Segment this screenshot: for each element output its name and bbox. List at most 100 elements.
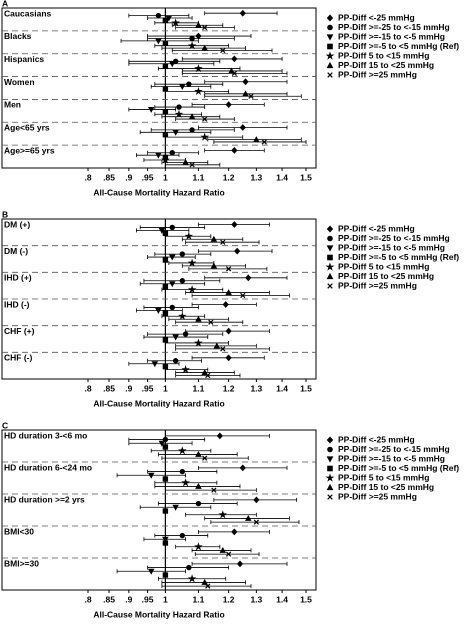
legend-label: PP-Diff 15 to <25 mmHg — [338, 271, 434, 281]
group-label: HD duration 3-<6 mo — [4, 430, 87, 440]
marker — [189, 162, 195, 168]
marker — [187, 41, 197, 50]
plot-frame — [1, 7, 317, 169]
marker — [205, 583, 211, 589]
group-label: HD duration 6-<24 mo — [4, 462, 92, 472]
marker — [231, 528, 238, 536]
marker — [327, 72, 333, 78]
marker — [222, 301, 229, 308]
x-tick-label: .8 — [84, 383, 91, 393]
x-tick-label: .85 — [103, 383, 115, 393]
marker — [231, 70, 237, 76]
x-tick-label: 1.3 — [250, 383, 262, 393]
marker — [162, 508, 169, 514]
plot-frame — [1, 429, 317, 591]
marker — [245, 274, 252, 282]
x-tick-label: 1 — [163, 172, 168, 182]
marker — [325, 51, 335, 60]
group-label: Hispanics — [4, 54, 44, 64]
marker — [220, 47, 226, 54]
marker — [161, 155, 170, 164]
x-tick-label: .85 — [103, 594, 115, 604]
error-bar — [175, 320, 244, 325]
legend-label: PP-Diff >=-15 to <-5 mmHg — [338, 242, 445, 252]
marker — [187, 285, 197, 294]
marker — [179, 251, 186, 257]
x-tick-label: 1 — [163, 383, 168, 393]
x-tick-label: .9 — [125, 594, 132, 604]
marker — [162, 540, 169, 546]
marker — [174, 109, 184, 118]
marker — [326, 436, 334, 444]
marker — [182, 158, 189, 165]
legend-label: PP-Diff >=25 mmHg — [338, 491, 417, 501]
x-tick-label: 1.1 — [193, 594, 205, 604]
marker — [242, 90, 249, 97]
error-bar — [191, 293, 290, 298]
x-tick-label: 1 — [163, 594, 168, 604]
marker — [187, 258, 197, 267]
legend-label: PP-Diff <-25 mmHg — [338, 223, 415, 233]
marker — [218, 510, 228, 519]
marker — [181, 365, 190, 374]
error-bar — [204, 94, 302, 99]
error-bar — [213, 139, 307, 144]
x-tick-label: .9 — [125, 172, 132, 182]
legend-label: PP-Diff <-25 mmHg — [338, 12, 415, 22]
x-tick-label: 1.5 — [300, 383, 312, 393]
marker — [195, 315, 202, 322]
x-tick-label: .95 — [142, 172, 154, 182]
marker — [326, 34, 334, 41]
marker — [327, 235, 333, 242]
marker — [179, 468, 186, 475]
marker — [162, 572, 169, 578]
marker — [155, 152, 162, 159]
marker — [162, 476, 169, 482]
x-tick-label: 1.1 — [193, 383, 205, 393]
group-label: BMI>=30 — [4, 558, 39, 568]
marker — [179, 278, 186, 284]
legend-label: PP-Diff >=25 mmHg — [338, 69, 417, 79]
marker — [327, 283, 333, 289]
marker — [225, 289, 232, 296]
error-bar — [161, 584, 252, 589]
marker — [225, 551, 232, 557]
x-tick-label: .9 — [125, 383, 132, 393]
marker — [162, 536, 169, 543]
x-tick-label: .95 — [142, 594, 154, 604]
x-tick-label: 1.4 — [276, 383, 288, 393]
marker — [172, 129, 179, 136]
marker — [327, 24, 333, 31]
marker — [169, 150, 175, 156]
marker — [162, 109, 169, 115]
marker — [155, 12, 162, 19]
marker — [172, 358, 179, 364]
marker — [326, 272, 334, 280]
marker — [147, 106, 155, 113]
marker — [179, 84, 186, 91]
marker — [162, 17, 169, 24]
marker — [201, 44, 208, 51]
marker — [178, 446, 187, 455]
group-label: IHD (-) — [4, 299, 30, 309]
marker — [225, 266, 232, 272]
marker — [155, 307, 162, 314]
legend-label: PP-Diff >=-5 to <5 mmHg (Ref) — [338, 41, 459, 51]
marker — [195, 450, 202, 457]
marker — [195, 482, 202, 489]
x-tick-label: 1.2 — [223, 172, 235, 182]
plot-frame — [1, 218, 317, 380]
marker — [162, 40, 169, 46]
marker — [181, 478, 190, 487]
marker — [325, 262, 335, 271]
marker — [225, 101, 232, 109]
marker — [216, 432, 223, 440]
marker — [231, 146, 238, 154]
marker — [194, 338, 203, 347]
marker — [162, 257, 169, 263]
marker — [225, 354, 232, 362]
x-tick-label: .8 — [84, 172, 91, 182]
marker — [327, 254, 333, 261]
legend-label: PP-Diff 15 to <25 mmHg — [338, 60, 434, 70]
legend-label: PP-Diff >=-5 to <5 mmHg (Ref) — [338, 463, 459, 473]
